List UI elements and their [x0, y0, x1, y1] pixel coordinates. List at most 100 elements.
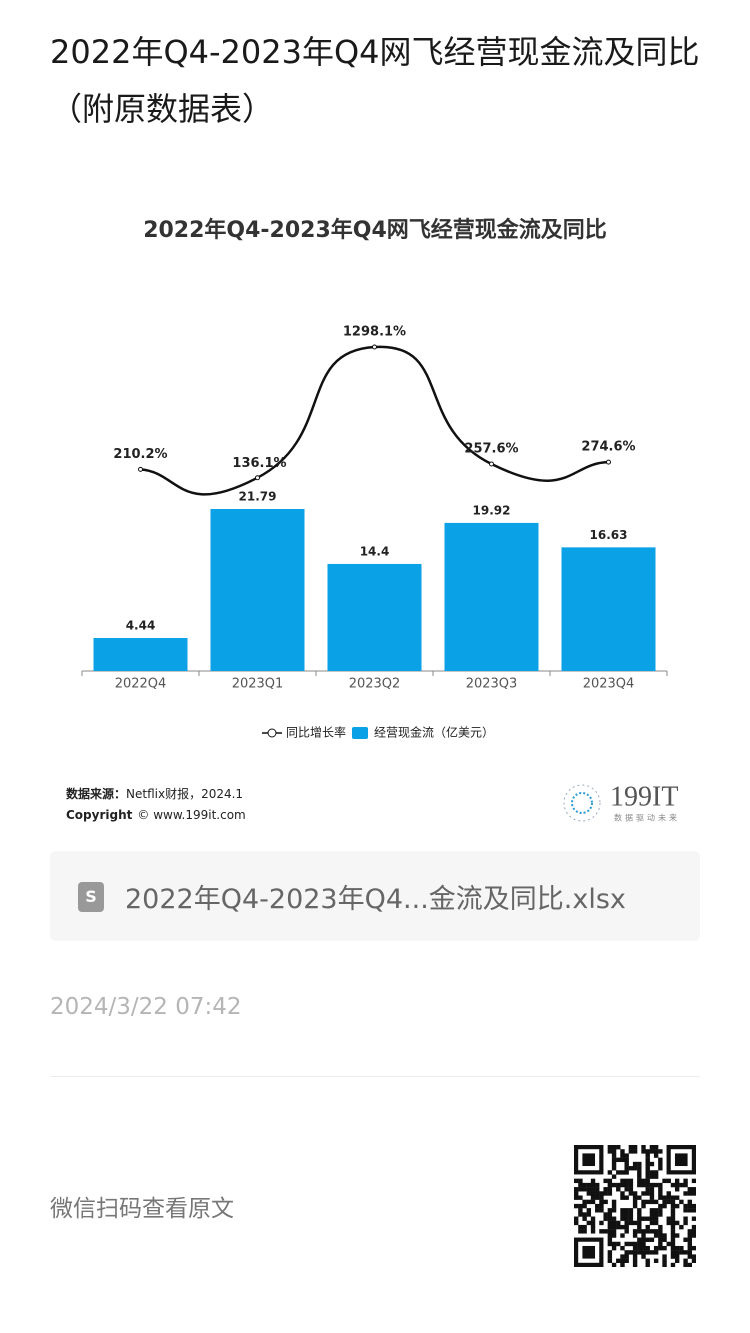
qr-module	[620, 1258, 625, 1263]
attachment[interactable]: S 2022年Q4-2023年Q4...金流及同比.xlsx	[50, 851, 700, 941]
qr-module	[599, 1199, 604, 1205]
qr-module	[620, 1233, 625, 1238]
article-title: 2022年Q4-2023年Q4网飞经营现金流及同比（附原数据表）	[50, 33, 700, 128]
qr-module	[687, 1245, 692, 1251]
bar	[561, 547, 656, 671]
qr-module	[658, 1187, 663, 1192]
logo: 199IT 数据驱动未来	[563, 781, 678, 823]
qr-module	[632, 1191, 638, 1196]
qr-module	[653, 1170, 659, 1175]
qr-module	[683, 1237, 688, 1242]
qr-module	[616, 1157, 621, 1163]
source-text: 数据来源：Netflix财报，2024.1	[66, 786, 243, 801]
qr-module	[607, 1224, 613, 1230]
qr-module	[607, 1233, 613, 1238]
qr-module	[641, 1241, 646, 1247]
qr-module	[679, 1245, 684, 1251]
qr-module	[641, 1233, 646, 1238]
qr-module	[620, 1157, 625, 1163]
qr-module	[628, 1187, 634, 1192]
qr-module	[637, 1170, 642, 1175]
qr-module	[611, 1233, 617, 1238]
line-point	[606, 459, 611, 465]
qr-module	[624, 1195, 629, 1200]
qr-module	[582, 1199, 587, 1205]
qr-module	[624, 1241, 629, 1247]
qr-module	[611, 1220, 617, 1226]
qr-module	[649, 1229, 655, 1234]
qr-module	[637, 1195, 642, 1200]
qr-module	[679, 1199, 684, 1205]
qr-module	[611, 1208, 617, 1213]
bar	[444, 522, 539, 671]
qr-module	[620, 1245, 625, 1251]
qr-module	[679, 1250, 684, 1255]
qr-module	[616, 1241, 621, 1247]
qr-module	[641, 1229, 646, 1234]
qr-module	[645, 1258, 650, 1263]
qr-module	[649, 1187, 655, 1192]
qr-module	[670, 1208, 676, 1213]
qr-module	[603, 1178, 608, 1184]
qr-module	[687, 1199, 692, 1205]
x-tick-label: 2022Q4	[115, 677, 167, 692]
qr-module	[628, 1178, 634, 1184]
qr-module	[582, 1245, 596, 1259]
qr-module	[632, 1258, 638, 1263]
qr-module	[628, 1182, 634, 1188]
qr-module	[641, 1245, 646, 1251]
qr-module	[674, 1245, 680, 1251]
line-point	[489, 461, 494, 467]
qr-module	[595, 1191, 600, 1196]
legend-marker	[267, 728, 277, 738]
qr-module	[632, 1233, 638, 1238]
qr-module	[637, 1245, 642, 1251]
qr-module	[578, 1203, 583, 1209]
qr-module	[683, 1262, 688, 1267]
qr-module	[632, 1262, 638, 1267]
copyright-label: Copyright	[66, 808, 133, 822]
qr-module	[599, 1229, 604, 1234]
qr-module	[649, 1191, 655, 1196]
qr-module	[582, 1212, 587, 1217]
line-point	[255, 475, 260, 481]
qr-module	[620, 1178, 625, 1184]
line-label: 210.2%	[113, 447, 167, 462]
qr-module	[620, 1254, 625, 1259]
qr-module	[599, 1203, 604, 1209]
qr-module	[670, 1237, 676, 1242]
qr-module	[607, 1229, 613, 1234]
x-tick-label: 2023Q4	[583, 677, 635, 692]
qr-module	[603, 1199, 608, 1205]
qr-module	[586, 1187, 592, 1192]
qr-module	[653, 1229, 659, 1234]
qr-module	[691, 1216, 696, 1221]
qr-module	[645, 1250, 650, 1255]
qr-module	[607, 1237, 613, 1242]
qr-module	[611, 1199, 617, 1205]
file-name[interactable]: 2022年Q4-2023年Q4...金流及同比.xlsx	[125, 884, 626, 915]
qr-module	[662, 1262, 667, 1267]
qr-module	[616, 1187, 621, 1192]
qr-module	[611, 1174, 617, 1179]
qr-module	[641, 1250, 646, 1255]
qr-module	[595, 1182, 600, 1188]
qr-module	[691, 1258, 696, 1263]
qr-module	[624, 1216, 629, 1221]
line-label: 257.6%	[464, 442, 518, 457]
bar-label: 19.92	[473, 503, 511, 517]
qr-module	[658, 1191, 663, 1196]
publish-date: 2024/3/22 07:42	[50, 994, 242, 1020]
qr-module	[662, 1199, 667, 1205]
qr-module	[574, 1195, 579, 1200]
qr-module	[641, 1216, 646, 1221]
qr-module	[628, 1191, 634, 1196]
qr-module	[624, 1157, 629, 1163]
qr-module	[637, 1182, 642, 1188]
qr-module	[666, 1199, 671, 1205]
qr-module	[582, 1224, 587, 1230]
qr-module	[645, 1170, 650, 1175]
qr-module	[670, 1195, 676, 1200]
qr-code[interactable]	[574, 1145, 696, 1267]
